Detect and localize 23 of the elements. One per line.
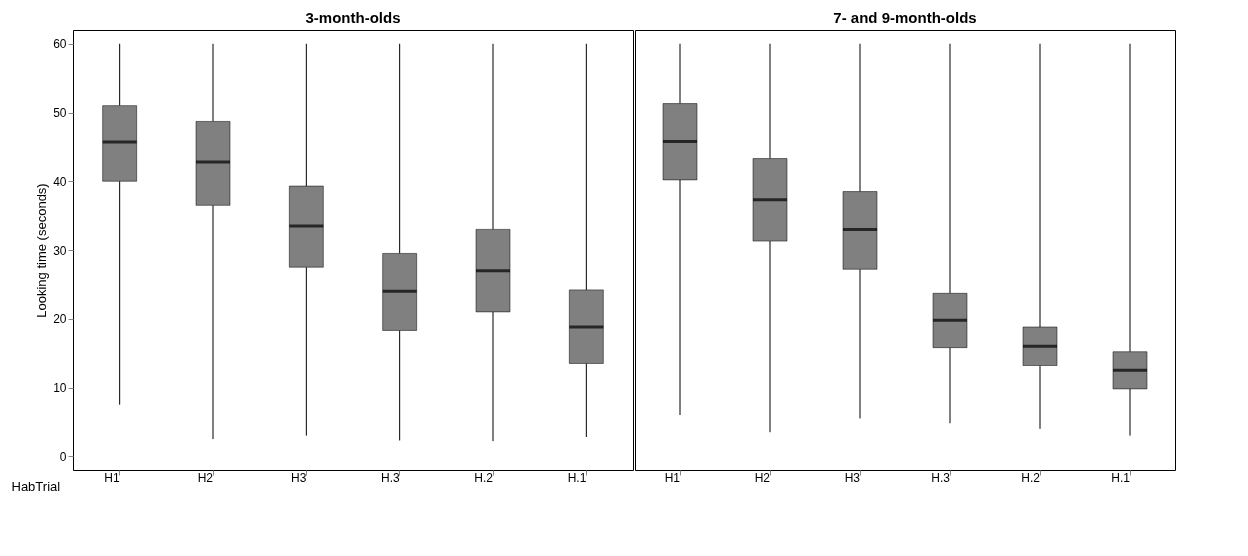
y-tick-label: 10: [53, 381, 67, 395]
x-tick-label: H.3: [931, 470, 951, 485]
x-tick-label: H2: [197, 470, 214, 485]
y-tick-label: 50: [53, 106, 67, 120]
x-tick-label: H3: [844, 470, 861, 485]
x-tick-label: H.1: [567, 470, 587, 485]
y-tick-label: 40: [53, 174, 67, 189]
x-tick-label: H1: [664, 470, 681, 485]
x-tick-label: H.3: [380, 470, 400, 485]
y-axis-title: Looking time (seconds): [34, 183, 50, 318]
x-tick-label: H1: [104, 470, 120, 485]
y-tick-label: 60: [53, 37, 67, 52]
x-tick-label: H.1: [1111, 470, 1131, 485]
x-tick-label: H3: [290, 470, 307, 485]
x-tick-label: H.2: [474, 470, 494, 485]
chart-title: 3-month-olds: [305, 9, 401, 26]
y-tick-label: 20: [53, 312, 67, 327]
y-tick-label: 30: [53, 243, 67, 258]
x-axis-title: HabTrial: [11, 478, 61, 494]
x-tick-label: H.2: [1021, 470, 1041, 485]
chart-title: 7- and 9-month-olds: [833, 9, 977, 26]
y-tick-label: 0: [59, 449, 67, 464]
x-tick-label: H2: [754, 470, 771, 485]
